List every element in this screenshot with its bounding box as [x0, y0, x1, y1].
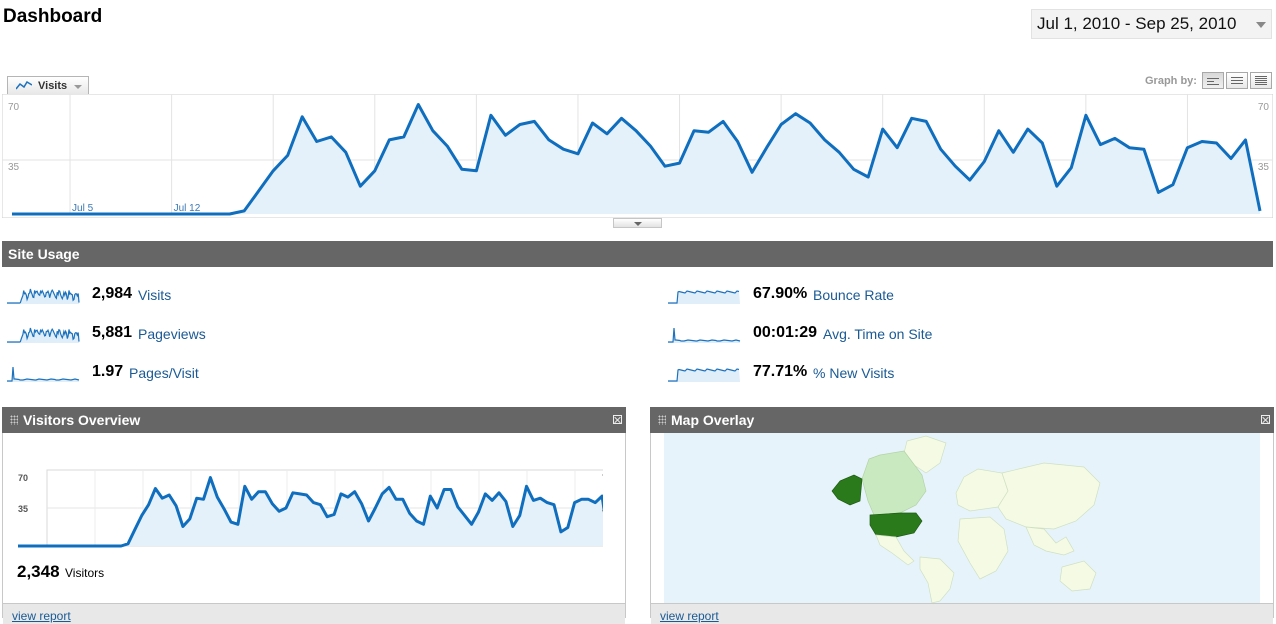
- x-tick-label: Jul 12: [174, 203, 201, 214]
- chart-collapse-toggle[interactable]: [613, 218, 662, 228]
- site-usage-metric: 2,984 Visits: [6, 284, 566, 306]
- map-india-se-asia: [1025, 526, 1075, 556]
- close-icon[interactable]: [1261, 415, 1270, 424]
- chevron-down-icon: [74, 85, 82, 89]
- y-tick-label: 35: [602, 504, 603, 514]
- graph-by-label: Graph by:: [1145, 75, 1197, 87]
- visitors-overview-header[interactable]: Visitors Overview: [2, 407, 626, 433]
- visitors-chart[interactable]: 70 70 35 35: [3, 434, 603, 564]
- map-asia: [997, 462, 1101, 530]
- x-tick-label: Jul 5: [72, 203, 94, 214]
- metric-value: 1.97: [92, 363, 124, 380]
- date-range-selector[interactable]: Jul 1, 2010 - Sep 25, 2010: [1031, 9, 1272, 39]
- map-south-america: [919, 556, 955, 603]
- y-tick-label: 70: [1258, 102, 1270, 113]
- y-tick-label: 35: [18, 504, 28, 514]
- site-usage-header: Site Usage: [2, 241, 1273, 267]
- site-usage-title: Site Usage: [8, 246, 80, 262]
- graph-by-day-button[interactable]: [1202, 72, 1224, 89]
- metric-value: 67.90%: [753, 285, 808, 302]
- sparkline-icon: [668, 327, 741, 343]
- map-mexico-central-america: [875, 534, 915, 566]
- metric-value: 77.71%: [753, 363, 808, 380]
- site-usage-metric: 00:01:29 Avg. Time on Site: [667, 323, 1227, 345]
- metric-selector-label: Visits: [38, 80, 68, 92]
- chevron-down-icon: [1256, 22, 1266, 28]
- metric-link[interactable]: Visits: [138, 287, 172, 303]
- map-alaska: [831, 474, 863, 506]
- line-chart-icon: [16, 81, 32, 90]
- sparkline-icon: [668, 368, 740, 382]
- y-tick-label: 35: [8, 162, 20, 173]
- visitors-area-fill: [18, 477, 603, 546]
- sparkline-icon: [7, 288, 80, 304]
- visitors-overview-panel: Visitors Overview 70 70 35 35 2,348 Visitor…: [2, 407, 626, 624]
- date-range-text: Jul 1, 2010 - Sep 25, 2010: [1037, 14, 1237, 33]
- metric-value: 00:01:29: [753, 324, 818, 341]
- sparkline-icon: [7, 327, 80, 343]
- map-usa: [869, 512, 923, 538]
- map-overlay-footer: view report: [651, 603, 1273, 624]
- metric-link[interactable]: Pageviews: [138, 326, 206, 342]
- map-overlay-header[interactable]: Map Overlay: [650, 407, 1274, 433]
- world-map[interactable]: [664, 433, 1260, 603]
- map-overlay-title: Map Overlay: [671, 412, 755, 428]
- sparkline-icon: [7, 366, 80, 382]
- visitors-total: 2,348: [17, 562, 60, 581]
- map-africa: [957, 516, 1009, 580]
- metric-value: 2,984: [92, 285, 133, 302]
- visits-area-fill: [12, 104, 1260, 214]
- visitors-total-label: Visitors: [65, 566, 105, 580]
- y-tick-label: 70: [18, 473, 28, 483]
- site-usage-metric: 5,881 Pageviews: [6, 323, 566, 345]
- metric-link[interactable]: Bounce Rate: [813, 287, 894, 303]
- page-title: Dashboard: [3, 6, 103, 27]
- visits-series-line: [12, 103, 1262, 216]
- world-map-graphic: [831, 435, 1101, 603]
- metric-selector-button[interactable]: Visits: [7, 76, 89, 95]
- y-tick-label: 35: [1258, 162, 1270, 173]
- visitors-overview-footer: view report: [3, 603, 625, 624]
- drag-handle-icon[interactable]: [658, 415, 666, 425]
- map-canada: [861, 450, 927, 516]
- drag-handle-icon[interactable]: [10, 415, 18, 425]
- metric-link[interactable]: % New Visits: [813, 365, 895, 381]
- map-australia: [1059, 560, 1097, 592]
- site-usage-metric: 77.71% % New Visits: [667, 362, 1227, 384]
- map-overlay-panel: Map Overlay view report: [650, 407, 1274, 624]
- site-usage-metric: 67.90% Bounce Rate: [667, 284, 1227, 306]
- y-tick-label: 70: [8, 102, 20, 113]
- metric-link[interactable]: Pages/Visit: [129, 365, 199, 381]
- metric-link[interactable]: Avg. Time on Site: [823, 326, 933, 342]
- view-report-link[interactable]: view report: [660, 609, 719, 623]
- graph-by-week-button[interactable]: [1226, 72, 1248, 89]
- y-tick-label: 70: [602, 473, 603, 483]
- site-usage-metric: 1.97 Pages/Visit: [6, 362, 566, 384]
- visitors-series-line: [18, 476, 603, 548]
- view-report-link[interactable]: view report: [12, 609, 71, 623]
- close-icon[interactable]: [613, 415, 622, 424]
- metric-value: 5,881: [92, 324, 133, 341]
- graph-by-month-button[interactable]: [1250, 72, 1272, 89]
- sparkline-icon: [668, 290, 740, 304]
- visitors-overview-title: Visitors Overview: [23, 412, 141, 428]
